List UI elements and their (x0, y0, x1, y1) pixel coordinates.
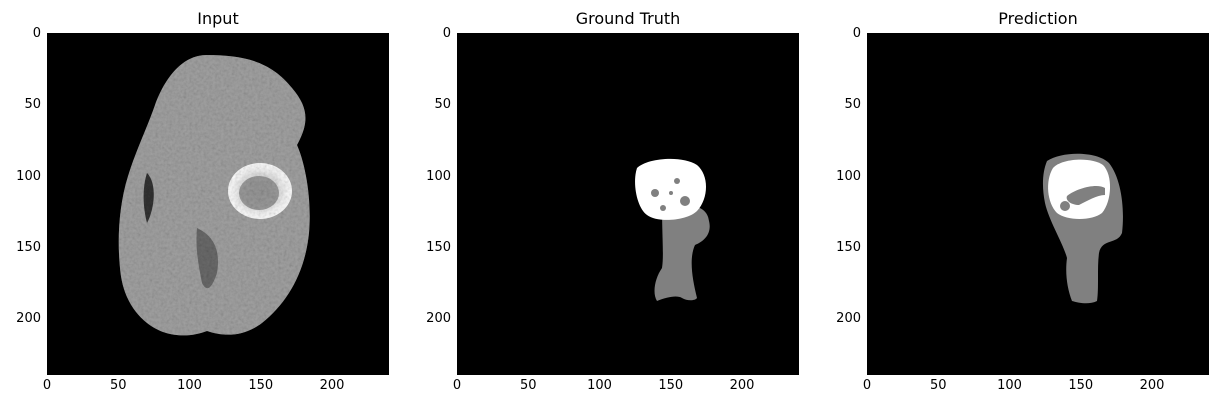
gt-core (635, 158, 706, 220)
x-tick-label: 50 (929, 378, 947, 393)
y-tick-label: 100 (426, 168, 451, 184)
panel-ground-truth-image (457, 33, 799, 375)
gt-background (457, 33, 799, 375)
x-tick-label: 150 (658, 378, 684, 393)
y-tick-label: 200 (836, 311, 861, 326)
x-tick-label: 150 (248, 378, 274, 393)
y-tick-label: 100 (16, 168, 41, 184)
x-tick-label: 200 (729, 378, 755, 393)
y-tick-label: 200 (426, 311, 451, 326)
x-tick-label: 200 (319, 378, 345, 393)
y-tick-label: 100 (836, 168, 861, 184)
x-tick-label: 50 (109, 378, 127, 393)
x-tick-label: 100 (997, 378, 1022, 393)
brain-tissue (118, 55, 310, 336)
x-tick-label: 150 (1068, 378, 1094, 393)
x-tick-label: 50 (519, 378, 537, 393)
y-tick-label: 0 (32, 26, 41, 41)
ventricle-dark (143, 173, 154, 223)
midline-structure (196, 228, 218, 289)
x-tick-label: 0 (862, 378, 872, 393)
panel-prediction-image (867, 33, 1209, 375)
x-tick-label: 100 (587, 378, 612, 393)
x-tick-label: 0 (42, 378, 52, 393)
panel-title-prediction: Prediction (998, 9, 1078, 28)
y-tick-label: 50 (24, 97, 41, 113)
y-tick-label: 50 (434, 97, 451, 113)
y-tick-label: 150 (836, 239, 861, 255)
pred-background (867, 33, 1209, 375)
y-tick-label: 50 (844, 97, 861, 113)
y-tick-label: 150 (426, 239, 451, 255)
x-tick-label: 100 (177, 378, 202, 393)
x-tick-label: 0 (452, 378, 462, 393)
gt-edema (654, 203, 710, 301)
pred-inner-edema (1066, 185, 1105, 205)
panel-title-input: Input (197, 9, 239, 28)
y-tick-label: 150 (16, 239, 41, 255)
x-tick-label: 200 (1139, 378, 1165, 393)
y-tick-label: 0 (852, 26, 861, 41)
panel-input-image (47, 33, 389, 375)
y-tick-label: 200 (16, 311, 41, 326)
y-tick-label: 0 (442, 26, 451, 41)
panel-title-ground-truth: Ground Truth (575, 9, 681, 28)
